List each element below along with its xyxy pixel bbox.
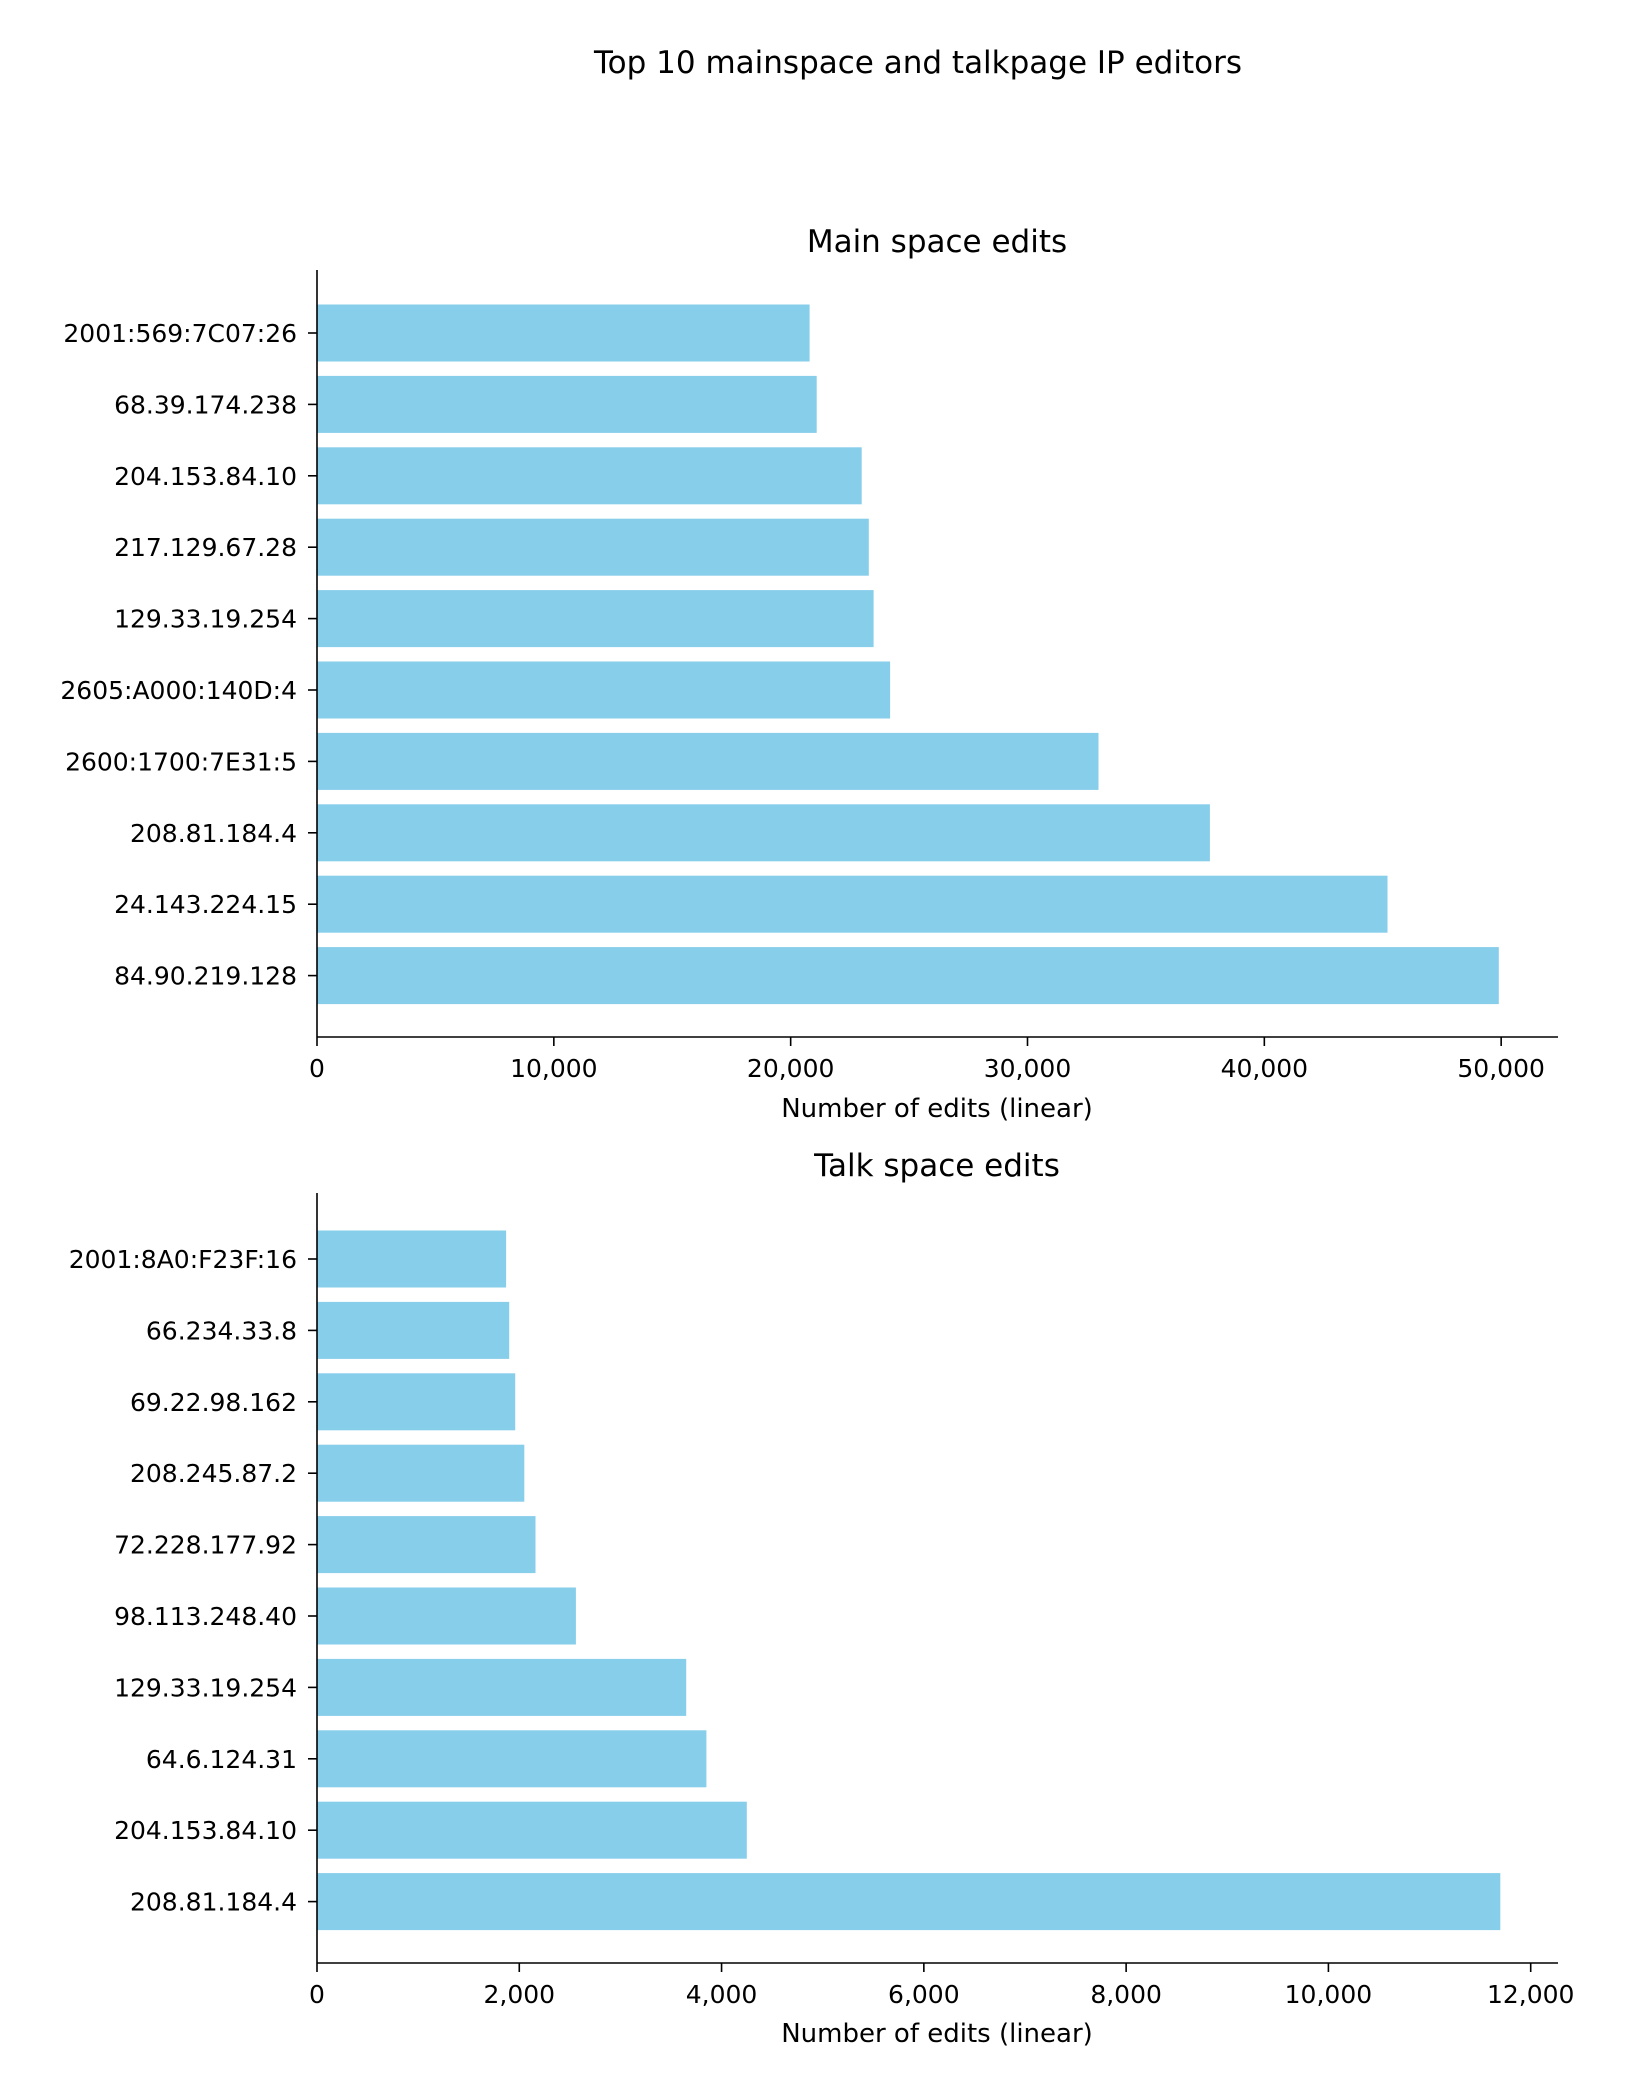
main-space-y-tick-label: 2600:1700:7E31:5 bbox=[65, 747, 297, 776]
talk-space-y-tick-label: 208.245.87.2 bbox=[130, 1459, 297, 1488]
talk-space-x-axis-ticks: 0 2,000 4,000 6,000 8,000 10,000 12,000 bbox=[309, 1963, 1574, 2009]
main-space-bar bbox=[317, 804, 1210, 862]
main-space-bar bbox=[317, 375, 817, 433]
main-space-x-tick-label: 40,000 bbox=[1221, 1054, 1308, 1083]
talk-space-x-tick-label: 10,000 bbox=[1285, 1980, 1372, 2009]
talk-space-x-tick-label: 8,000 bbox=[1090, 1980, 1162, 2009]
main-space-bars bbox=[317, 304, 1499, 1005]
main-space-bar bbox=[317, 518, 869, 576]
main-space-bar bbox=[317, 875, 1388, 933]
main-space-bar bbox=[317, 947, 1499, 1005]
main-space-y-tick-label: 2605:A000:140D:4 bbox=[60, 676, 297, 705]
main-space-x-tick-label: 0 bbox=[309, 1054, 325, 1083]
talk-space-bar bbox=[317, 1516, 536, 1574]
main-space-x-tick-label: 10,000 bbox=[510, 1054, 597, 1083]
talk-space-y-tick-label: 129.33.19.254 bbox=[114, 1673, 297, 1702]
talk-space-bars bbox=[317, 1230, 1501, 1931]
talk-space-y-tick-label: 208.81.184.4 bbox=[130, 1888, 297, 1917]
main-space-y-tick-label: 129.33.19.254 bbox=[114, 605, 297, 634]
talk-space-x-tick-label: 0 bbox=[309, 1980, 325, 2009]
main-space-x-tick-label: 20,000 bbox=[747, 1054, 834, 1083]
main-space-bar bbox=[317, 304, 810, 362]
talk-space-x-axis-label: Number of edits (linear) bbox=[781, 2019, 1093, 2049]
talk-space-y-tick-label: 72.228.177.92 bbox=[114, 1531, 297, 1560]
talk-space-x-tick-label: 2,000 bbox=[483, 1980, 555, 2009]
talk-space-x-tick-label: 6,000 bbox=[888, 1980, 960, 2009]
main-space-y-tick-label: 68.39.174.238 bbox=[114, 390, 297, 419]
talk-space-x-tick-label: 4,000 bbox=[686, 1980, 758, 2009]
talk-space-bar bbox=[317, 1373, 516, 1431]
talk-space-chart-title: Talk space edits bbox=[813, 1148, 1060, 1184]
talk-space-bar bbox=[317, 1801, 747, 1859]
main-space-bar bbox=[317, 447, 862, 505]
main-space-x-tick-label: 30,000 bbox=[984, 1054, 1071, 1083]
main-space-y-axis-ticks: 2001:569:7C07:26 68.39.174.238 204.153.84.… bbox=[60, 319, 317, 991]
main-space-bar bbox=[317, 661, 891, 719]
main-space-x-axis-ticks: 0 10,000 20,000 30,000 40,000 50,000 bbox=[309, 1037, 1545, 1083]
talk-space-bar bbox=[317, 1730, 707, 1788]
main-space-y-tick-label: 208.81.184.4 bbox=[130, 819, 297, 848]
talk-space-bar bbox=[317, 1230, 507, 1288]
talk-space-y-tick-label: 2001:8A0:F23F:16 bbox=[69, 1245, 297, 1274]
talk-space-bar bbox=[317, 1873, 1501, 1931]
talk-space-x-tick-label: 12,000 bbox=[1487, 1980, 1574, 2009]
main-space-y-tick-label: 204.153.84.10 bbox=[114, 462, 297, 491]
talk-space-y-tick-label: 66.234.33.8 bbox=[146, 1316, 297, 1345]
main-space-x-tick-label: 50,000 bbox=[1457, 1054, 1544, 1083]
main-space-x-axis-label: Number of edits (linear) bbox=[781, 1094, 1093, 1124]
talk-space-y-tick-label: 64.6.124.31 bbox=[146, 1745, 297, 1774]
main-space-chart: Main space edits 2001:569:7C07:26 68.39.1… bbox=[60, 224, 1558, 1124]
talk-space-y-tick-label: 98.113.248.40 bbox=[114, 1602, 297, 1631]
main-space-bar bbox=[317, 590, 874, 648]
talk-space-chart: Talk space edits 2001:8A0:F23F:16 66.234.… bbox=[69, 1148, 1575, 2049]
figure-title: Top 10 mainspace and talkpage IP editors bbox=[593, 45, 1242, 81]
talk-space-bar bbox=[317, 1444, 525, 1502]
talk-space-bar bbox=[317, 1587, 576, 1645]
main-space-bar bbox=[317, 732, 1099, 790]
talk-space-y-tick-label: 204.153.84.10 bbox=[114, 1816, 297, 1845]
main-space-y-tick-label: 2001:569:7C07:26 bbox=[63, 319, 297, 348]
main-space-y-tick-label: 217.129.67.28 bbox=[114, 533, 297, 562]
main-space-y-tick-label: 84.90.219.128 bbox=[114, 962, 297, 991]
talk-space-y-tick-label: 69.22.98.162 bbox=[130, 1388, 297, 1417]
talk-space-y-axis-ticks: 2001:8A0:F23F:16 66.234.33.8 69.22.98.162 2… bbox=[69, 1245, 317, 1917]
main-space-y-tick-label: 24.143.224.15 bbox=[114, 890, 297, 919]
main-space-chart-title: Main space edits bbox=[807, 224, 1067, 260]
talk-space-bar bbox=[317, 1658, 687, 1716]
talk-space-bar bbox=[317, 1301, 510, 1359]
